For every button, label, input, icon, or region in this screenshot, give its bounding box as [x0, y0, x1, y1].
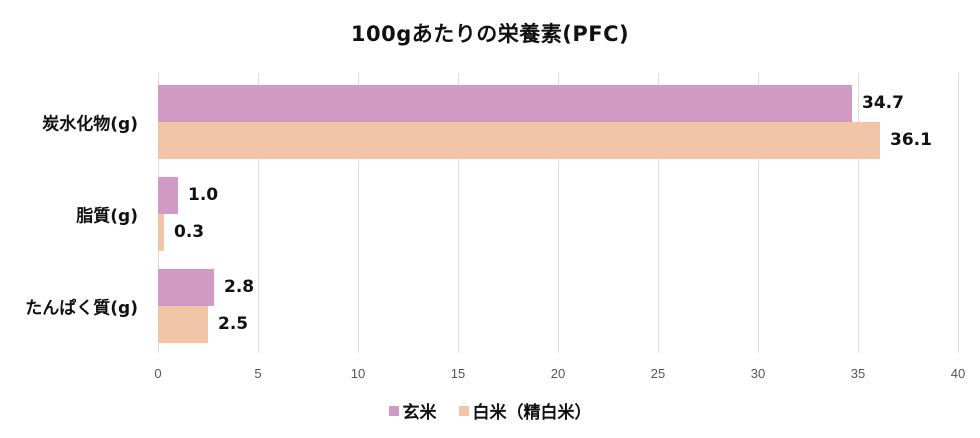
x-tick-label: 35: [850, 366, 866, 381]
gridline: [458, 73, 459, 353]
chart-title: 100gあたりの栄養素(PFC): [350, 22, 630, 46]
bar: [158, 269, 214, 306]
x-tick-label: 40: [950, 366, 966, 381]
bar: [158, 85, 852, 122]
legend-label-genmai: 玄米: [402, 403, 437, 423]
legend-label-hakumai: 白米（精白米）: [472, 403, 592, 423]
data-label: 1.0: [188, 185, 219, 205]
data-label: 2.8: [224, 277, 255, 297]
gridline: [758, 73, 759, 353]
x-tick-label: 5: [254, 366, 262, 381]
x-tick-label: 0: [154, 366, 162, 381]
data-label: 36.1: [890, 130, 932, 150]
gridline: [558, 73, 559, 353]
gridline: [958, 73, 959, 353]
legend: 玄米 白米（精白米）: [0, 398, 980, 423]
gridline: [258, 73, 259, 353]
bar: [158, 122, 880, 159]
plot-area: 0 5 10 15 20 25 30 35 40 34.7 36.1 1.0 0.3 2.8 2.5: [154, 73, 965, 381]
category-label: 脂質(g): [76, 206, 138, 227]
category-label: 炭水化物(g): [42, 114, 138, 135]
x-tick-label: 20: [550, 366, 566, 381]
legend-swatch-genmai: [388, 405, 399, 416]
x-tick-label: 30: [750, 366, 766, 381]
category-label: たんぱく質(g): [25, 298, 138, 319]
gridline: [358, 73, 359, 353]
x-tick-label: 15: [450, 366, 466, 381]
bar: [158, 214, 164, 251]
data-label: 0.3: [174, 222, 205, 242]
x-tick-label: 25: [650, 366, 666, 381]
legend-item-genmai: 玄米: [388, 398, 437, 423]
legend-item-hakumai: 白米（精白米）: [458, 398, 592, 423]
gridline: [658, 73, 659, 353]
bar: [158, 177, 178, 214]
data-label: 2.5: [218, 314, 249, 334]
data-label: 34.7: [862, 93, 904, 113]
gridline: [858, 73, 859, 353]
bar: [158, 306, 208, 343]
x-tick-label: 10: [350, 366, 366, 381]
legend-swatch-hakumai: [458, 405, 469, 416]
